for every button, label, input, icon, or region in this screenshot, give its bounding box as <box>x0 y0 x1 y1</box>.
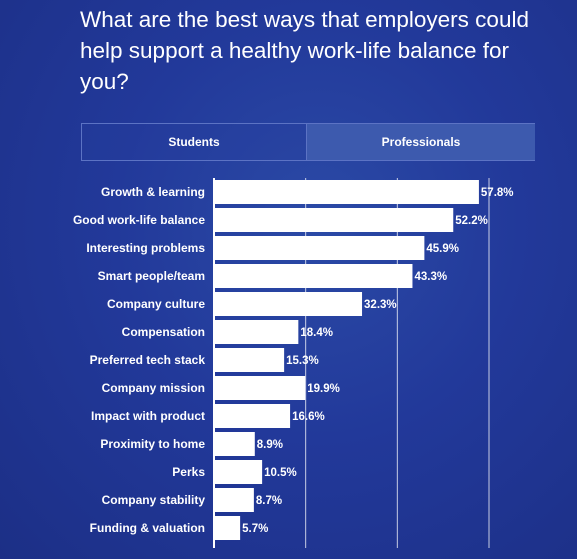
category-label: Interesting problems <box>86 241 205 255</box>
category-label: Compensation <box>122 325 205 339</box>
bar <box>215 348 285 372</box>
bar <box>215 292 363 316</box>
category-label: Company culture <box>107 297 205 311</box>
bar <box>215 460 263 484</box>
category-label: Good work-life balance <box>73 213 205 227</box>
value-label: 16.6% <box>292 411 325 423</box>
audience-tabs: Students Professionals <box>81 123 535 161</box>
chart-question-title: What are the best ways that employers co… <box>80 7 529 94</box>
category-label: Proximity to home <box>100 437 205 451</box>
category-label: Perks <box>172 465 205 479</box>
value-label: 8.7% <box>256 495 282 507</box>
bar <box>215 432 255 456</box>
value-label: 57.8% <box>481 187 514 199</box>
bar <box>215 488 254 512</box>
value-label: 5.7% <box>242 523 268 535</box>
bar <box>215 404 291 428</box>
value-label: 52.2% <box>455 215 488 227</box>
value-label: 45.9% <box>426 243 459 255</box>
value-label: 32.3% <box>364 299 397 311</box>
category-label: Impact with product <box>91 409 205 423</box>
category-label: Company stability <box>102 493 206 507</box>
value-label: 19.9% <box>307 383 340 395</box>
tab-students[interactable]: Students <box>82 124 307 160</box>
value-label: 8.9% <box>257 439 283 451</box>
category-label: Growth & learning <box>101 185 205 199</box>
value-label: 15.3% <box>286 355 319 367</box>
bar <box>215 264 413 288</box>
category-label: Smart people/team <box>98 269 205 283</box>
value-label: 18.4% <box>300 327 333 339</box>
bar <box>215 320 299 344</box>
tab-professionals[interactable]: Professionals <box>307 124 535 160</box>
category-label: Funding & valuation <box>90 521 205 535</box>
bar <box>215 516 241 540</box>
bar <box>215 180 479 204</box>
category-label: Company mission <box>102 381 205 395</box>
value-label: 10.5% <box>264 467 297 479</box>
value-label: 43.3% <box>414 271 447 283</box>
bar <box>215 236 425 260</box>
category-label: Preferred tech stack <box>90 353 206 367</box>
bar <box>215 208 454 232</box>
bar <box>215 376 306 400</box>
